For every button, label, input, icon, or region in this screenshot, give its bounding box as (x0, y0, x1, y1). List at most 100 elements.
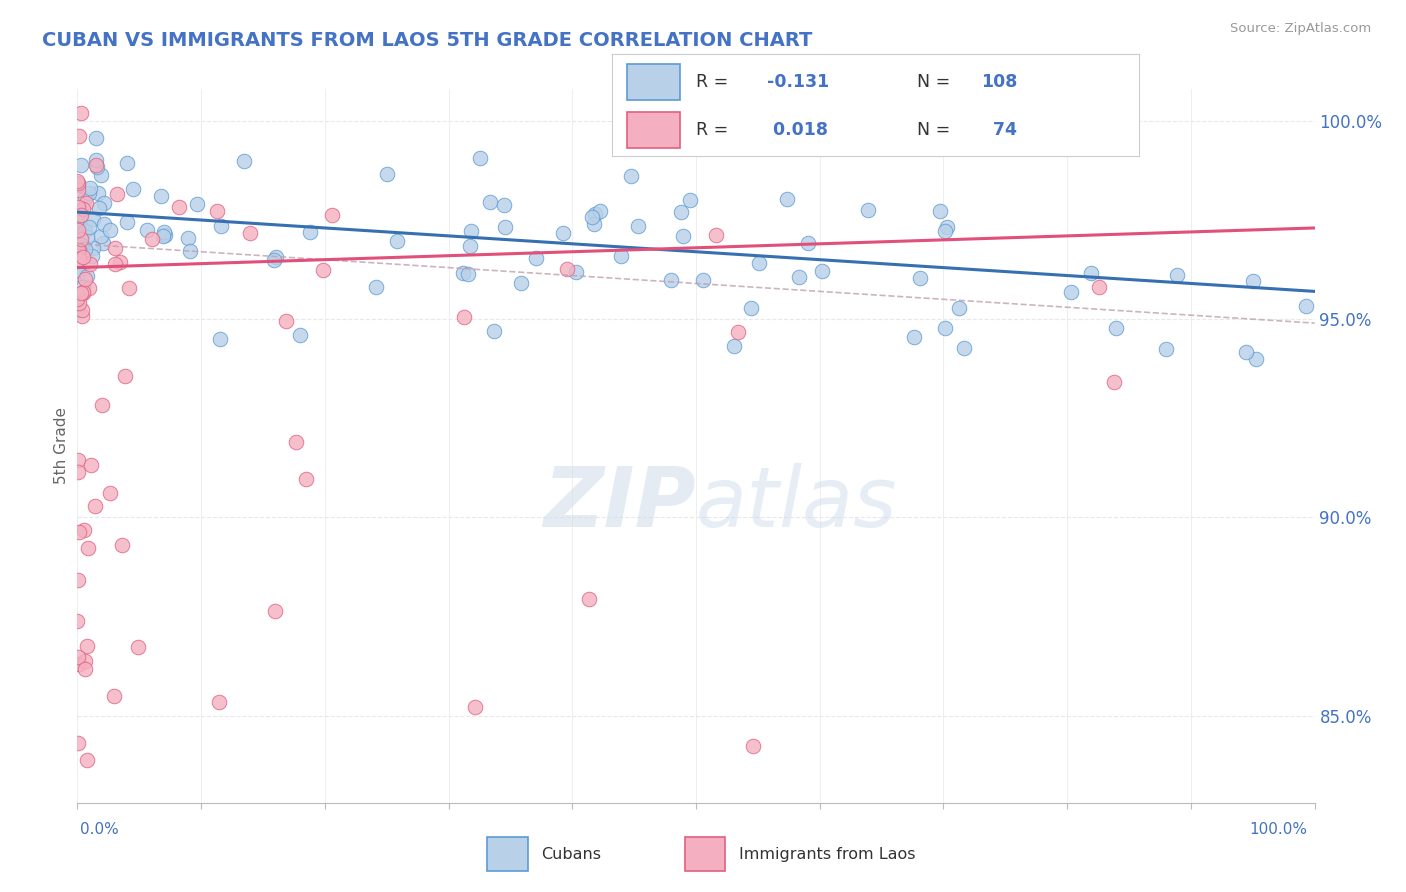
Point (1059, 285, 1081, 299)
Point (66, 177, 89, 191)
Point (76, 754, 98, 768)
Point (620, 169, 643, 183)
Point (1166, 268, 1188, 282)
Point (136, 222, 159, 236)
Point (177, 231, 200, 245)
Point (90, 228, 112, 243)
Point (70, 286, 93, 301)
Point (903, 330, 925, 344)
Point (492, 198, 515, 212)
Point (73, 654, 96, 668)
Point (93, 235, 115, 250)
Bar (627, 112, 681, 148)
Point (627, 219, 650, 233)
Point (858, 202, 880, 217)
Point (264, 604, 287, 618)
Point (299, 225, 322, 239)
Point (482, 324, 505, 338)
Point (67, 252, 90, 267)
Point (77, 186, 100, 200)
Point (69, 157, 91, 171)
Point (321, 208, 343, 222)
Point (84, 500, 107, 514)
Text: R =: R = (696, 121, 734, 139)
Point (470, 152, 492, 166)
Point (67, 453, 90, 467)
Point (69, 228, 91, 243)
Point (551, 226, 574, 240)
Point (82, 241, 104, 255)
Text: 0.018: 0.018 (768, 121, 828, 139)
Point (150, 188, 173, 202)
Point (84, 153, 107, 167)
Point (69, 232, 91, 246)
Point (66, 212, 89, 227)
Point (93, 217, 115, 231)
Text: 108: 108 (981, 73, 1017, 91)
Point (152, 229, 174, 244)
Point (153, 227, 176, 242)
Point (929, 204, 952, 219)
Point (797, 236, 820, 251)
Point (79, 181, 101, 195)
Point (79, 281, 101, 295)
Point (458, 239, 481, 253)
Point (98, 486, 121, 500)
Point (67, 295, 90, 310)
Point (75, 272, 97, 286)
Point (80, 249, 103, 263)
Point (66, 208, 89, 222)
Point (207, 204, 229, 219)
Point (727, 325, 749, 339)
Point (610, 249, 633, 263)
Point (73, 662, 96, 676)
Point (67, 237, 90, 252)
Point (742, 739, 765, 754)
Point (104, 257, 127, 271)
Point (934, 321, 956, 335)
Point (66, 243, 89, 257)
Point (75, 242, 97, 256)
Point (464, 699, 486, 714)
Point (66, 293, 89, 307)
Point (67, 176, 90, 190)
Point (79, 257, 101, 271)
Point (93, 195, 115, 210)
Point (263, 252, 285, 267)
Point (239, 226, 262, 240)
Point (70, 303, 93, 318)
Bar (486, 837, 527, 871)
Point (86, 186, 108, 200)
Point (70, 242, 93, 256)
Point (934, 224, 956, 238)
Text: N =: N = (918, 73, 956, 91)
Point (70, 221, 93, 235)
Point (115, 215, 138, 229)
Point (179, 244, 201, 259)
Point (76, 230, 98, 244)
Point (90, 168, 112, 182)
Point (565, 265, 588, 279)
Point (76, 639, 98, 653)
Point (76, 269, 98, 284)
Point (1080, 266, 1102, 280)
Point (583, 207, 606, 221)
Point (936, 219, 959, 234)
Point (115, 155, 138, 169)
Point (73, 224, 96, 238)
Point (509, 276, 531, 290)
Text: CUBAN VS IMMIGRANTS FROM LAOS 5TH GRADE CORRELATION CHART: CUBAN VS IMMIGRANTS FROM LAOS 5TH GRADE … (42, 31, 813, 50)
Point (105, 186, 128, 201)
Point (66, 735, 89, 749)
Point (1234, 344, 1257, 359)
Point (787, 269, 810, 284)
Point (66, 204, 89, 219)
Point (66, 178, 89, 192)
Point (67, 200, 90, 214)
Point (91, 399, 114, 413)
Point (274, 314, 297, 328)
Point (740, 301, 762, 316)
Point (98, 223, 121, 237)
Point (66, 174, 89, 188)
Point (478, 194, 501, 209)
